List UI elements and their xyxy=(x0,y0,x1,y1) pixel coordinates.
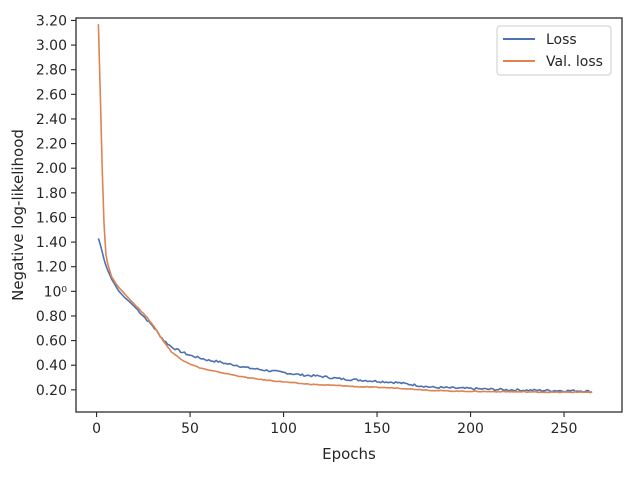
y-tick-label: 2.20 xyxy=(36,137,67,153)
y-tick-label: 0.80 xyxy=(36,309,67,325)
x-tick-label: 250 xyxy=(551,421,578,437)
x-tick-label: 50 xyxy=(181,421,199,437)
y-tick-label: 1.20 xyxy=(36,260,67,276)
x-axis-label: Epochs xyxy=(322,445,376,463)
y-tick-label: 10⁰ xyxy=(44,284,68,300)
y-tick-label: 0.60 xyxy=(36,334,67,350)
y-tick-label: 2.00 xyxy=(36,161,67,177)
axes xyxy=(75,17,623,413)
series-line-loss xyxy=(97,238,593,394)
series-line-val-loss xyxy=(97,24,593,394)
y-tick-label: 2.80 xyxy=(36,63,67,79)
y-tick-label: 1.60 xyxy=(36,210,67,226)
y-tick-label: 3.00 xyxy=(36,38,67,54)
y-axis-label: Negative log-likelihood xyxy=(9,129,27,301)
x-tick-label: 200 xyxy=(457,421,484,437)
y-tick-label: 3.20 xyxy=(36,13,67,29)
y-axis-ticks: 0.20 0.40 0.60 0.80 10⁰ 1.20 1.40 1.60 1.80 2.00 2… xyxy=(36,13,76,399)
x-tick-label: 100 xyxy=(270,421,297,437)
legend-label-loss: Loss xyxy=(546,32,577,48)
y-tick-label: 2.60 xyxy=(36,87,67,103)
x-tick-label: 0 xyxy=(92,421,101,437)
x-tick-label: 150 xyxy=(364,421,391,437)
y-tick-label: 2.40 xyxy=(36,112,67,128)
y-tick-label: 0.20 xyxy=(36,383,67,399)
legend: Loss Val. loss xyxy=(496,25,612,76)
series-layer xyxy=(97,24,593,394)
x-axis-ticks: 0 50 100 150 200 250 xyxy=(92,412,577,437)
y-tick-label: 1.40 xyxy=(36,235,67,251)
legend-label-val-loss: Val. loss xyxy=(546,54,603,70)
y-tick-label: 1.80 xyxy=(36,186,67,202)
axes-frame xyxy=(75,17,623,413)
y-tick-label: 0.40 xyxy=(36,358,67,374)
